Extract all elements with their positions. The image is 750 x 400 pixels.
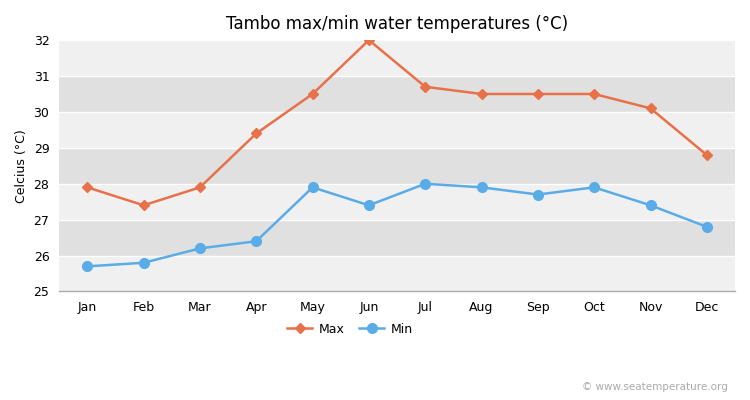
Line: Max: Max bbox=[83, 36, 711, 209]
Min bbox=[308, 185, 317, 190]
Max bbox=[252, 131, 261, 136]
Max bbox=[140, 203, 148, 208]
Min bbox=[646, 203, 655, 208]
Min bbox=[252, 239, 261, 244]
Max bbox=[646, 106, 655, 111]
Bar bbox=[59, 112, 735, 148]
Title: Tambo max/min water temperatures (°C): Tambo max/min water temperatures (°C) bbox=[226, 15, 568, 33]
Max bbox=[421, 84, 430, 89]
Min bbox=[140, 260, 148, 265]
Text: © www.seatemperature.org: © www.seatemperature.org bbox=[582, 382, 728, 392]
Line: Min: Min bbox=[82, 179, 712, 271]
Min bbox=[82, 264, 92, 269]
Max bbox=[196, 185, 205, 190]
Min bbox=[196, 246, 205, 251]
Y-axis label: Celcius (°C): Celcius (°C) bbox=[15, 129, 28, 203]
Min bbox=[477, 185, 486, 190]
Bar bbox=[59, 148, 735, 184]
Min bbox=[364, 203, 374, 208]
Max bbox=[364, 38, 374, 42]
Min bbox=[533, 192, 542, 197]
Bar bbox=[59, 220, 735, 256]
Bar bbox=[59, 184, 735, 220]
Max bbox=[702, 153, 711, 158]
Max bbox=[82, 185, 92, 190]
Min bbox=[590, 185, 598, 190]
Bar bbox=[59, 40, 735, 76]
Max bbox=[308, 92, 317, 96]
Max bbox=[477, 92, 486, 96]
Min bbox=[421, 181, 430, 186]
Legend: Max, Min: Max, Min bbox=[282, 318, 418, 340]
Bar bbox=[59, 76, 735, 112]
Max bbox=[533, 92, 542, 96]
Min bbox=[702, 224, 711, 229]
Bar bbox=[59, 256, 735, 292]
Max bbox=[590, 92, 598, 96]
